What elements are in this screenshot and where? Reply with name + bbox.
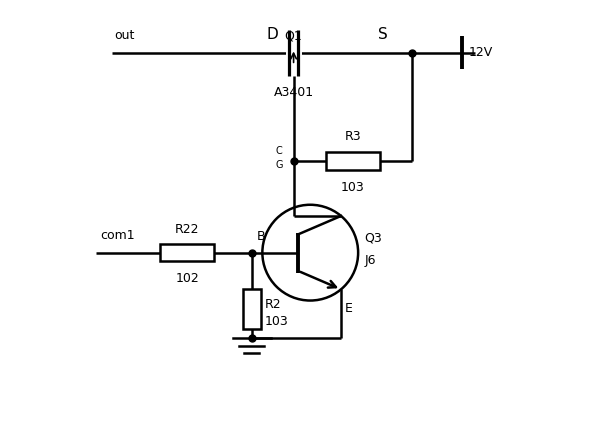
Bar (326, 151, 380, 170)
Text: R2: R2 (265, 298, 282, 311)
Text: A3401: A3401 (274, 86, 314, 99)
Text: B: B (257, 230, 266, 243)
Text: com1: com1 (100, 229, 134, 242)
Text: R3: R3 (345, 130, 361, 143)
Text: Q3: Q3 (364, 232, 382, 245)
Bar (243, 289, 261, 329)
Text: G: G (275, 160, 283, 170)
Text: C: C (275, 146, 282, 156)
Text: S: S (378, 27, 388, 42)
Text: E: E (345, 302, 353, 314)
Text: J6: J6 (364, 254, 376, 268)
Text: R22: R22 (175, 222, 199, 235)
Text: 103: 103 (265, 315, 289, 328)
Bar (161, 244, 215, 261)
Text: 12V: 12V (469, 46, 492, 59)
Text: D: D (267, 27, 278, 42)
Text: out: out (114, 30, 135, 42)
Text: 102: 102 (176, 272, 199, 285)
Text: Q1: Q1 (285, 30, 302, 42)
Text: 103: 103 (341, 181, 365, 194)
